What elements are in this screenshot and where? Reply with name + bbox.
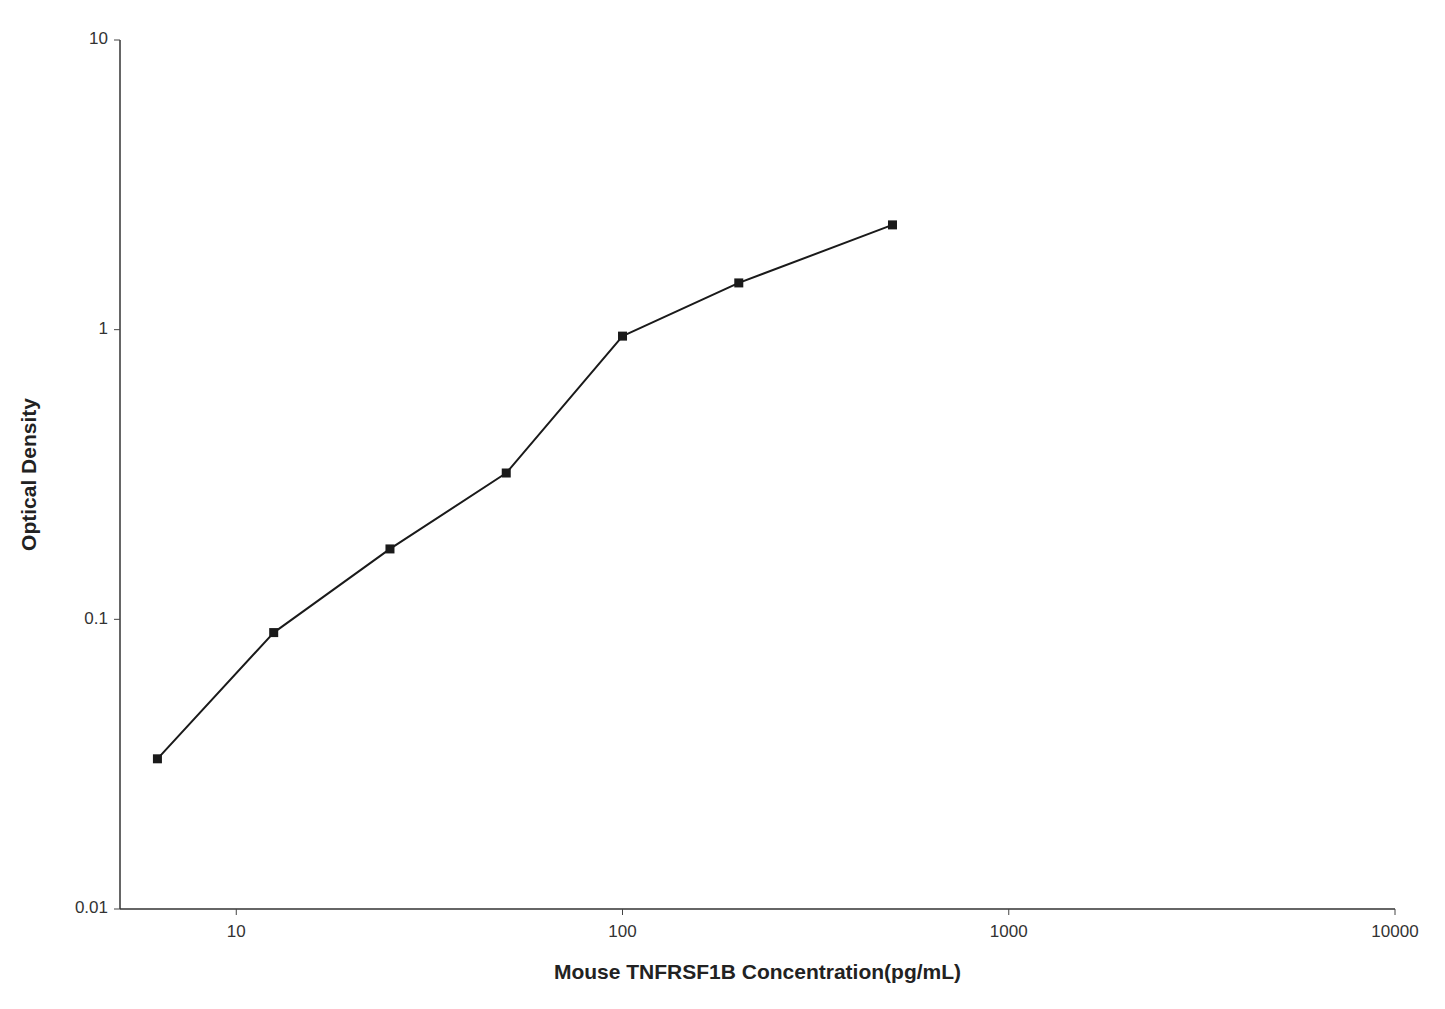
- x-axis-line: [120, 908, 1395, 910]
- x-tick-label: 100: [608, 922, 636, 941]
- chart: 10 100 1000 10000 0.01 0.1 1 10 Mouse TNFRSF1B C…: [0, 0, 1445, 1009]
- data-point: [618, 332, 627, 341]
- data-line: [157, 225, 892, 759]
- x-tick: [622, 909, 623, 915]
- y-tick: [114, 40, 120, 41]
- y-axis-line: [119, 40, 121, 909]
- x-tick-label: 10000: [1371, 922, 1418, 941]
- y-tick: [114, 329, 120, 330]
- data-point: [269, 628, 278, 637]
- y-tick-label: 0.1: [84, 609, 108, 628]
- y-axis-label: Optical Density: [17, 398, 40, 551]
- x-axis-label: Mouse TNFRSF1B Concentration(pg/mL): [554, 960, 961, 983]
- x-tick: [1008, 909, 1009, 915]
- x-tick-label: 1000: [990, 922, 1028, 941]
- data-point: [888, 220, 897, 229]
- y-tick: [114, 619, 120, 620]
- data-point: [502, 469, 511, 478]
- y-tick: [114, 909, 120, 910]
- x-tick: [1395, 909, 1396, 915]
- y-tick-label: 0.01: [75, 898, 108, 917]
- data-point: [385, 544, 394, 553]
- data-point: [734, 278, 743, 287]
- y-tick-label: 10: [89, 29, 108, 48]
- x-tick-label: 10: [227, 922, 246, 941]
- y-tick-label: 1: [99, 319, 108, 338]
- data-point: [153, 754, 162, 763]
- plot-area: [153, 220, 897, 763]
- x-tick: [236, 909, 237, 915]
